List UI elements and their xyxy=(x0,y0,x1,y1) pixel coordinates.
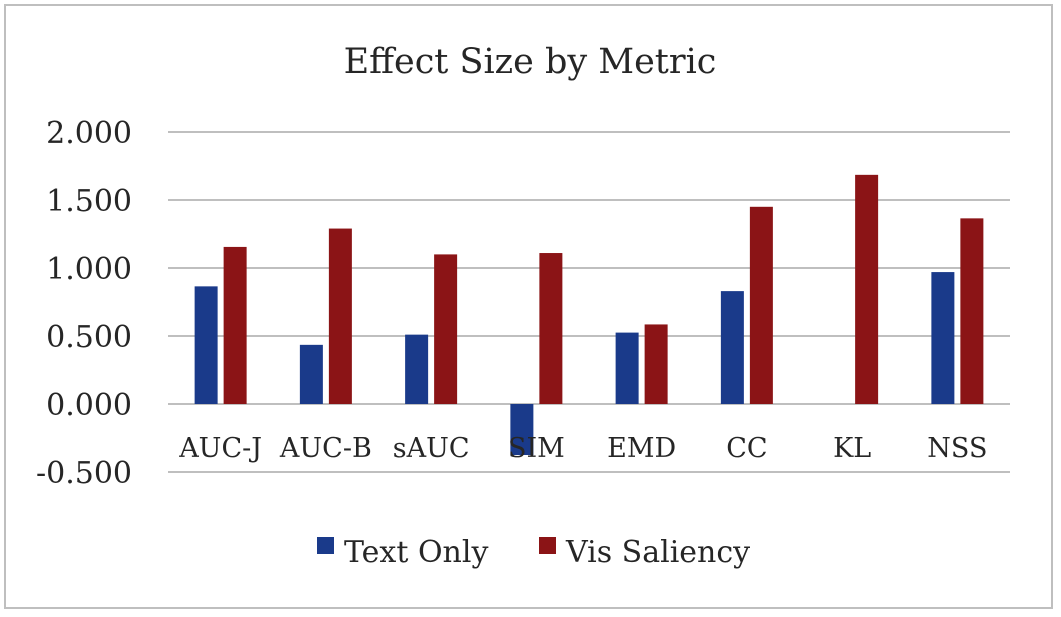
bars xyxy=(194,174,984,455)
x-category-label-kl: KL xyxy=(833,433,871,464)
y-tick-label-3: 1.000 xyxy=(46,252,132,287)
x-category-label-cc: CC xyxy=(726,433,767,464)
x-category-label-sauc: sAUC xyxy=(393,433,470,464)
legend-label-vis-saliency: Vis Saliency xyxy=(565,535,750,570)
gridlines xyxy=(168,131,1010,473)
x-category-label-auc-b: AUC-B xyxy=(279,433,372,464)
bar-text-only-sauc xyxy=(405,334,429,404)
x-category-label-nss: NSS xyxy=(927,433,987,464)
x-category-label-auc-j: AUC-J xyxy=(178,433,262,464)
bar-vis-saliency-emd xyxy=(644,324,668,404)
bar-vis-saliency-auc-j xyxy=(223,246,247,404)
x-category-label-sim: SIM xyxy=(508,433,565,464)
y-tick-label-4: 1.500 xyxy=(46,184,132,219)
y-tick-label-0: -0.500 xyxy=(36,456,132,491)
bar-vis-saliency-sauc xyxy=(434,254,458,404)
chart-title: Effect Size by Metric xyxy=(344,42,717,82)
y-tick-label-2: 0.500 xyxy=(46,320,132,355)
bar-text-only-auc-j xyxy=(194,286,218,404)
y-tick-label-5: 2.000 xyxy=(46,116,132,151)
legend-label-text-only: Text Only xyxy=(344,535,488,570)
x-axis-category-labels: AUC-J AUC-B sAUC SIM EMD CC KL NSS xyxy=(178,433,987,464)
bar-text-only-sim xyxy=(510,404,534,455)
bar-text-only-auc-b xyxy=(299,344,323,404)
bar-vis-saliency-kl xyxy=(855,174,879,404)
bar-vis-saliency-sim xyxy=(539,253,563,404)
y-axis-tick-labels: -0.500 0.000 0.500 1.000 1.500 2.000 xyxy=(36,116,132,491)
legend: Text Only Vis Saliency xyxy=(317,535,750,570)
bar-text-only-emd xyxy=(615,332,639,404)
legend-swatch-text-only xyxy=(317,537,334,554)
legend-swatch-vis-saliency xyxy=(539,537,556,554)
bar-text-only-nss xyxy=(931,272,955,404)
bar-vis-saliency-nss xyxy=(960,218,984,404)
bar-vis-saliency-auc-b xyxy=(328,228,352,404)
bar-vis-saliency-cc xyxy=(749,206,773,404)
bar-text-only-cc xyxy=(720,291,744,404)
x-category-label-emd: EMD xyxy=(607,433,676,464)
chart-frame xyxy=(4,4,1053,609)
y-tick-label-1: 0.000 xyxy=(46,388,132,423)
